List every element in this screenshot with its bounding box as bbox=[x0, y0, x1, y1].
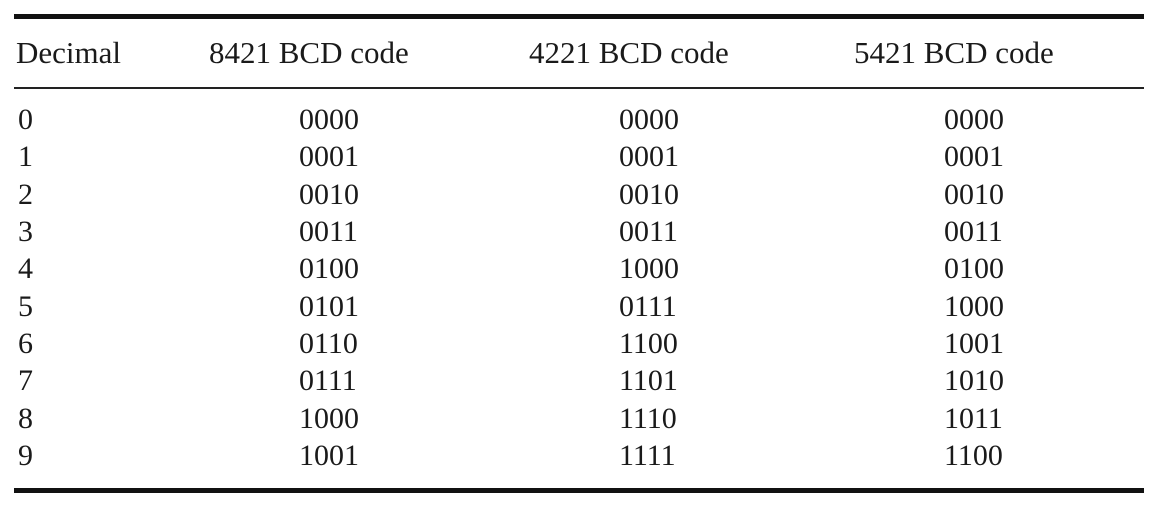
cell-4221: 0001 bbox=[619, 140, 679, 174]
bcd-table: Decimal 8421 BCD code 4221 BCD code 5421… bbox=[14, 19, 1144, 87]
table-row: 8 1000 1110 1011 bbox=[14, 399, 1144, 436]
cell-decimal: 4 bbox=[18, 252, 33, 286]
cell-decimal: 2 bbox=[18, 177, 33, 211]
cell-5421: 1011 bbox=[944, 401, 1003, 435]
cell-decimal: 5 bbox=[18, 289, 33, 323]
table-row: 3 0011 0011 0011 bbox=[14, 213, 1144, 250]
table-row: 9 1001 1111 1100 bbox=[14, 437, 1144, 474]
cell-5421: 0010 bbox=[944, 177, 1004, 211]
cell-8421: 0001 bbox=[299, 140, 359, 174]
cell-4221: 0000 bbox=[619, 103, 679, 137]
table-row: 0 0000 0000 0000 bbox=[14, 89, 1144, 138]
cell-decimal: 0 bbox=[18, 103, 33, 137]
cell-decimal: 1 bbox=[18, 140, 33, 174]
header-rule bbox=[14, 87, 1144, 89]
spacer-row bbox=[14, 474, 1144, 488]
cell-4221: 1110 bbox=[619, 401, 677, 435]
cell-decimal: 6 bbox=[18, 326, 33, 360]
header-row: Decimal 8421 BCD code 4221 BCD code 5421… bbox=[14, 19, 1144, 87]
table-row: 6 0110 1100 1001 bbox=[14, 325, 1144, 362]
cell-decimal: 7 bbox=[18, 364, 33, 398]
cell-8421: 0110 bbox=[299, 326, 358, 360]
cell-5421: 1001 bbox=[944, 326, 1004, 360]
header-5421: 5421 BCD code bbox=[854, 35, 1054, 70]
cell-5421: 0100 bbox=[944, 252, 1004, 286]
cell-5421: 0000 bbox=[944, 103, 1004, 137]
table-row: 2 0010 0010 0010 bbox=[14, 176, 1144, 213]
table-row: 1 0001 0001 0001 bbox=[14, 138, 1144, 175]
bcd-table-body: 0 0000 0000 0000 1 0001 0001 0001 2 0010 0010 0010 3… bbox=[14, 89, 1144, 488]
cell-5421: 1000 bbox=[944, 289, 1004, 323]
cell-8421: 0010 bbox=[299, 177, 359, 211]
cell-4221: 1111 bbox=[619, 438, 676, 472]
cell-8421: 0101 bbox=[299, 289, 359, 323]
table-row: 7 0111 1101 1010 bbox=[14, 362, 1144, 399]
bottom-rule bbox=[14, 487, 1144, 493]
cell-4221: 1100 bbox=[619, 326, 678, 360]
cell-decimal: 8 bbox=[18, 401, 33, 435]
top-rule bbox=[14, 14, 1144, 19]
cell-5421: 1010 bbox=[944, 364, 1004, 398]
cell-4221: 1101 bbox=[619, 364, 678, 398]
table-row: 5 0101 0111 1000 bbox=[14, 287, 1144, 324]
bcd-code-table: Decimal 8421 BCD code 4221 BCD code 5421… bbox=[14, 14, 1144, 493]
cell-4221: 0111 bbox=[619, 289, 677, 323]
table-row: 4 0100 1000 0100 bbox=[14, 250, 1144, 287]
header-8421: 8421 BCD code bbox=[209, 35, 409, 70]
cell-8421: 0000 bbox=[299, 103, 359, 137]
cell-8421: 0111 bbox=[299, 364, 357, 398]
table-body: 0 0000 0000 0000 1 0001 0001 0001 2 0010 0010 0010 3… bbox=[14, 89, 1144, 488]
cell-5421: 0001 bbox=[944, 140, 1004, 174]
cell-5421: 1100 bbox=[944, 438, 1003, 472]
table-header: Decimal 8421 BCD code 4221 BCD code 5421… bbox=[14, 19, 1144, 87]
header-decimal: Decimal bbox=[16, 35, 122, 70]
cell-decimal: 3 bbox=[18, 215, 33, 249]
cell-decimal: 9 bbox=[18, 438, 33, 472]
cell-5421: 0011 bbox=[944, 215, 1003, 249]
cell-8421: 0011 bbox=[299, 215, 358, 249]
spacer-cell bbox=[14, 474, 1144, 488]
header-4221: 4221 BCD code bbox=[529, 35, 729, 70]
cell-4221: 0010 bbox=[619, 177, 679, 211]
cell-8421: 1001 bbox=[299, 438, 359, 472]
cell-8421: 1000 bbox=[299, 401, 359, 435]
cell-4221: 0011 bbox=[619, 215, 678, 249]
cell-8421: 0100 bbox=[299, 252, 359, 286]
cell-4221: 1000 bbox=[619, 252, 679, 286]
